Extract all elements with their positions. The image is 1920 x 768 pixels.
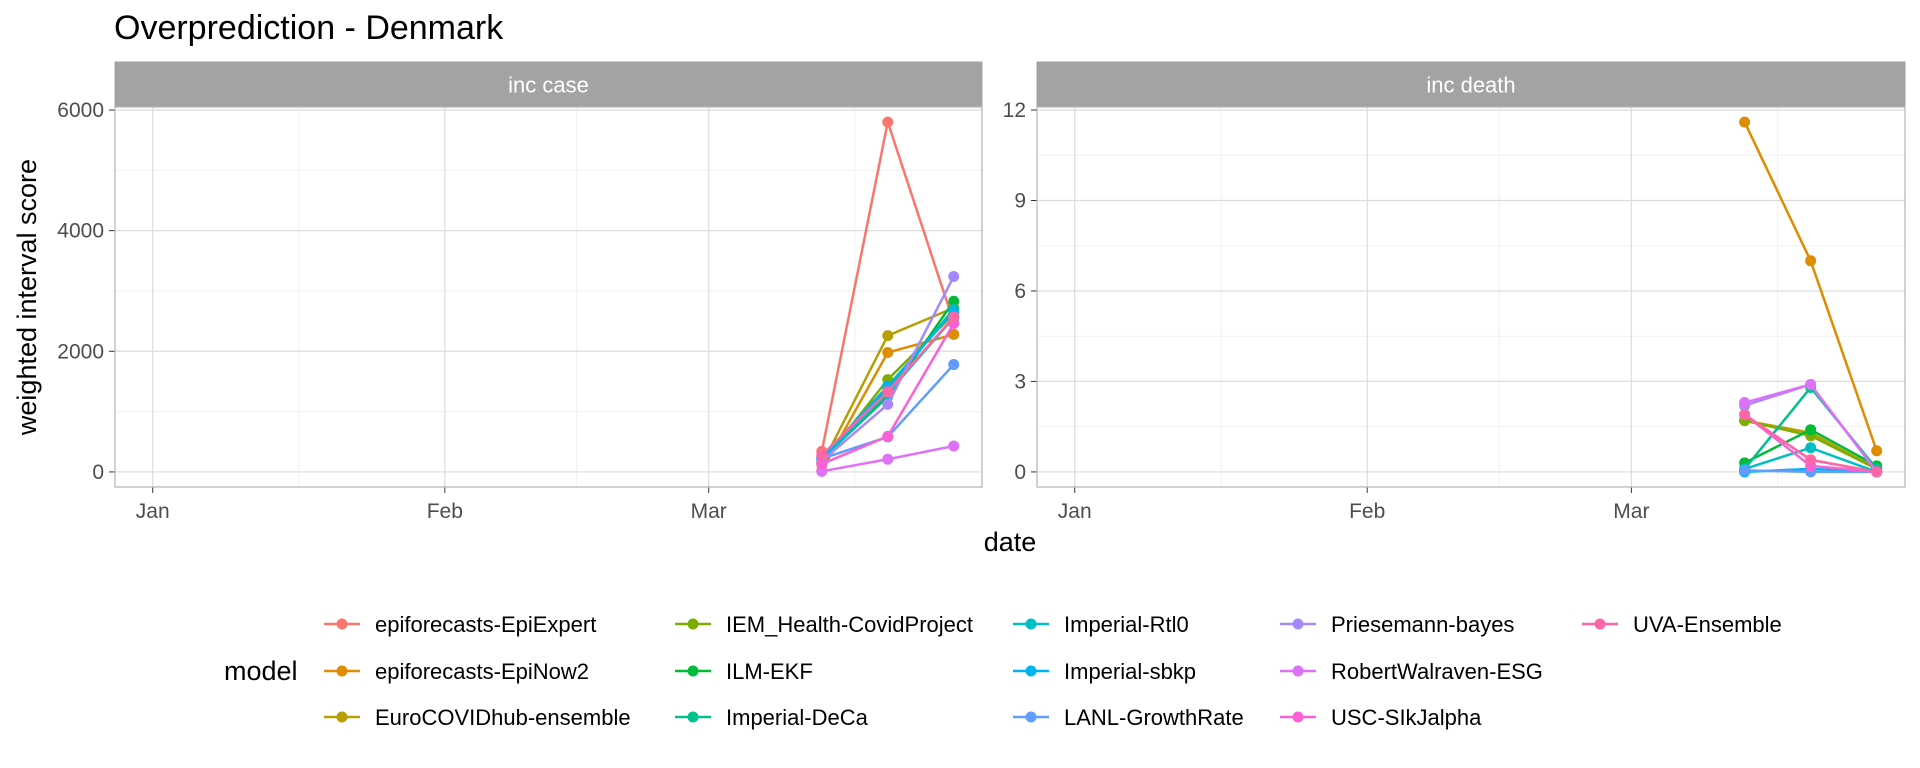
y-tick-label: 6	[1014, 280, 1026, 303]
data-point	[1739, 116, 1751, 128]
x-tick-label: Jan	[1058, 500, 1092, 523]
facet-strip-label: inc case	[508, 73, 589, 98]
legend-item: Imperial-Rtl0	[1013, 612, 1189, 637]
panel-border	[1036, 106, 1906, 488]
legend-label: ILM-EKF	[726, 659, 813, 684]
legend-key-point	[336, 618, 348, 630]
y-tick-label: 3	[1014, 370, 1026, 393]
legend-key-point	[1292, 665, 1304, 677]
legend-label: Imperial-Rtl0	[1064, 612, 1189, 637]
facet-panels: inc case 0 2000 4000 6000 Jan Feb Mar inc death 0…	[57, 61, 1906, 523]
data-point	[948, 328, 960, 340]
legend-key-point	[1025, 711, 1037, 723]
data-point	[1739, 409, 1751, 421]
y-tick-label: 9	[1014, 189, 1026, 212]
data-point	[882, 430, 894, 442]
legend-label: epiforecasts-EpiNow2	[375, 659, 589, 684]
data-point	[816, 449, 828, 461]
facet-panel: inc case 0 2000 4000 6000 Jan Feb Mar	[57, 61, 983, 523]
x-tick-label: Feb	[1349, 500, 1385, 523]
data-point	[882, 346, 894, 358]
y-tick-label: 0	[1014, 461, 1026, 484]
legend-label: EuroCOVIDhub-ensemble	[375, 705, 631, 730]
legend: model epiforecasts-EpiExpert epiforecasts…	[224, 612, 1782, 730]
series	[1739, 409, 1883, 478]
legend-item: LANL-GrowthRate	[1013, 705, 1244, 730]
legend-item: RobertWalraven-ESG	[1280, 659, 1543, 684]
data-point	[882, 116, 894, 128]
data-point	[1739, 397, 1751, 409]
facet-panel: inc death 0 3 6 9 12 Jan Feb Mar	[1003, 61, 1906, 523]
x-tick-label: Mar	[691, 500, 727, 523]
legend-item: UVA-Ensemble	[1582, 612, 1782, 637]
legend-label: LANL-GrowthRate	[1064, 705, 1244, 730]
legend-key-point	[1594, 618, 1606, 630]
facet-strip	[1036, 61, 1906, 108]
legend-item: epiforecasts-EpiNow2	[324, 659, 589, 684]
legend-item: Imperial-sbkp	[1013, 659, 1196, 684]
y-tick-label: 4000	[57, 220, 104, 243]
data-point	[1805, 424, 1817, 436]
legend-key-point	[1025, 618, 1037, 630]
x-tick-label: Jan	[136, 500, 170, 523]
facet-strip-label: inc death	[1426, 73, 1515, 98]
legend-key-point	[1025, 665, 1037, 677]
y-tick-label: 0	[92, 461, 104, 484]
data-point	[1871, 445, 1883, 457]
data-point	[948, 270, 960, 282]
legend-key-point	[336, 711, 348, 723]
legend-label: IEM_Health-CovidProject	[726, 612, 973, 637]
legend-key-point	[336, 665, 348, 677]
y-axis-title: weighted interval score	[12, 159, 42, 436]
series	[816, 311, 960, 461]
legend-label: USC-SIkJalpha	[1331, 705, 1482, 730]
legend-label: Imperial-DeCa	[726, 705, 869, 730]
legend-item: Imperial-DeCa	[675, 705, 869, 730]
legend-item: USC-SIkJalpha	[1280, 705, 1482, 730]
data-point	[948, 295, 960, 307]
legend-item: IEM_Health-CovidProject	[675, 612, 973, 637]
data-point	[882, 330, 894, 342]
data-point	[948, 311, 960, 323]
data-point	[882, 386, 894, 398]
x-tick-label: Feb	[427, 500, 463, 523]
legend-key-point	[687, 618, 699, 630]
legend-key-point	[687, 711, 699, 723]
legend-item: Priesemann-bayes	[1280, 612, 1514, 637]
legend-item: ILM-EKF	[675, 659, 813, 684]
x-axis-title: date	[984, 527, 1037, 557]
legend-label: epiforecasts-EpiExpert	[375, 612, 596, 637]
legend-key-point	[1292, 711, 1304, 723]
legend-item: epiforecasts-EpiExpert	[324, 612, 596, 637]
legend-label: Priesemann-bayes	[1331, 612, 1514, 637]
data-point	[816, 458, 828, 470]
data-point	[882, 398, 894, 410]
legend-label: RobertWalraven-ESG	[1331, 659, 1543, 684]
data-point	[1805, 442, 1817, 454]
data-point	[948, 440, 960, 452]
facet-strip	[114, 61, 983, 108]
data-point	[1805, 454, 1817, 466]
chart-title: Overprediction - Denmark	[114, 9, 504, 47]
x-tick-label: Mar	[1613, 500, 1649, 523]
data-point	[1871, 466, 1883, 478]
data-point	[948, 359, 960, 371]
series	[1739, 116, 1883, 457]
data-point	[882, 453, 894, 465]
legend-label: Imperial-sbkp	[1064, 659, 1196, 684]
data-point	[1805, 378, 1817, 390]
legend-item: EuroCOVIDhub-ensemble	[324, 705, 631, 730]
panel-border	[114, 106, 983, 488]
series	[816, 318, 960, 470]
data-point	[1739, 464, 1751, 476]
legend-title: model	[224, 656, 298, 686]
data-point	[1805, 255, 1817, 267]
legend-key-point	[1292, 618, 1304, 630]
legend-key-point	[687, 665, 699, 677]
legend-label: UVA-Ensemble	[1633, 612, 1782, 637]
y-tick-label: 2000	[57, 340, 104, 363]
y-tick-label: 6000	[57, 99, 104, 122]
y-tick-label: 12	[1003, 99, 1026, 122]
